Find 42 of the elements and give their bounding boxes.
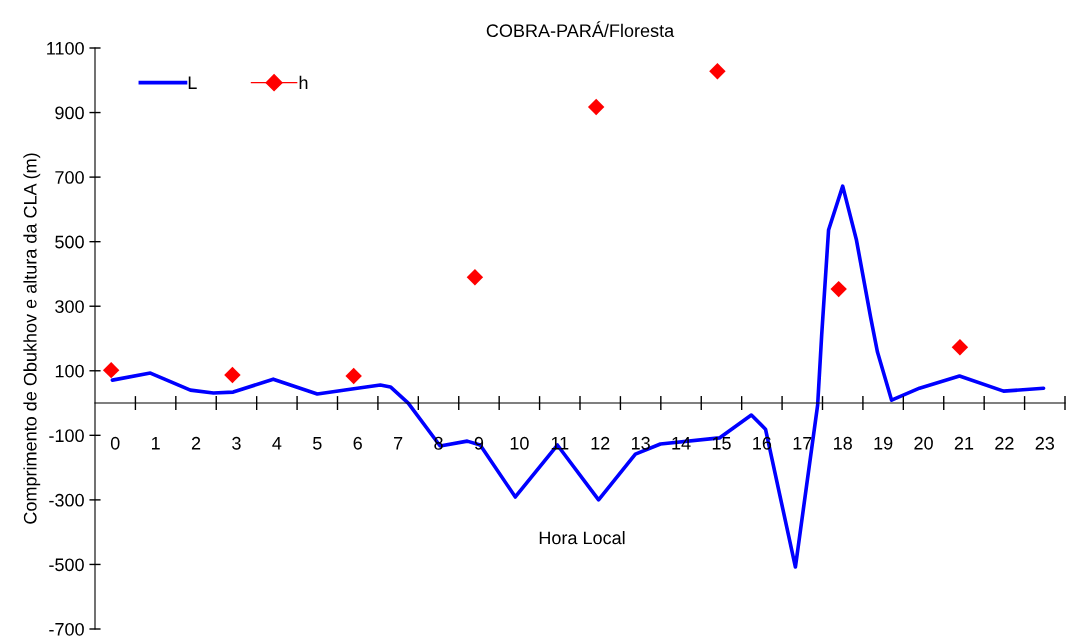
y-tick-label: 100 [55, 364, 84, 378]
x-axis-title: Hora Local [539, 531, 625, 545]
x-tick-label: 3 [232, 436, 241, 450]
x-tick-label: 7 [394, 437, 403, 450]
y-tick-label: -500 [49, 558, 84, 572]
x-tick-label: 21 [954, 436, 974, 450]
x-tick-label: 19 [874, 436, 893, 450]
point [951, 339, 969, 356]
x-tick-label: 20 [914, 436, 933, 450]
y-tick-label: 700 [55, 171, 84, 184]
x-tick-label: 12 [591, 436, 610, 450]
point [466, 268, 484, 286]
x-tick-label: 18 [834, 436, 852, 450]
x-tick-label: 1 [151, 437, 160, 450]
point [224, 366, 241, 384]
point [102, 361, 120, 379]
x-tick-label: 4 [272, 437, 282, 450]
x-tick-label: 22 [995, 436, 1014, 450]
point [345, 367, 362, 385]
x-tick-label: 10 [510, 436, 529, 450]
y-tick-label: -100 [49, 429, 84, 443]
x-tick-label: 13 [631, 436, 650, 450]
point [830, 280, 847, 298]
point [587, 98, 605, 116]
x-tick-label: 15 [712, 437, 731, 450]
y-tick-label: 1100 [47, 41, 84, 55]
y-tick-label: -300 [49, 493, 84, 507]
y-tick-label: 900 [55, 106, 84, 120]
legend-label: h [299, 75, 308, 89]
x-tick-label: 0 [110, 436, 120, 450]
y-tick-label: 300 [55, 300, 84, 313]
x-tick-label: 5 [312, 437, 322, 450]
y-tick-label: -700 [49, 622, 84, 636]
x-tick-label: 6 [353, 436, 362, 450]
y-axis-title: Comprimento de Obukhov e altura da CLA (m) [23, 153, 41, 524]
x-tick-label: 11 [551, 437, 569, 450]
y-tick-label: 500 [55, 235, 84, 249]
point [709, 63, 726, 80]
x-tick-label: 2 [191, 436, 201, 450]
chart-title: COBRA-PARÁ/Floresta [486, 21, 675, 38]
legend-label: L [188, 76, 197, 89]
x-tick-label: 23 [1035, 436, 1055, 450]
